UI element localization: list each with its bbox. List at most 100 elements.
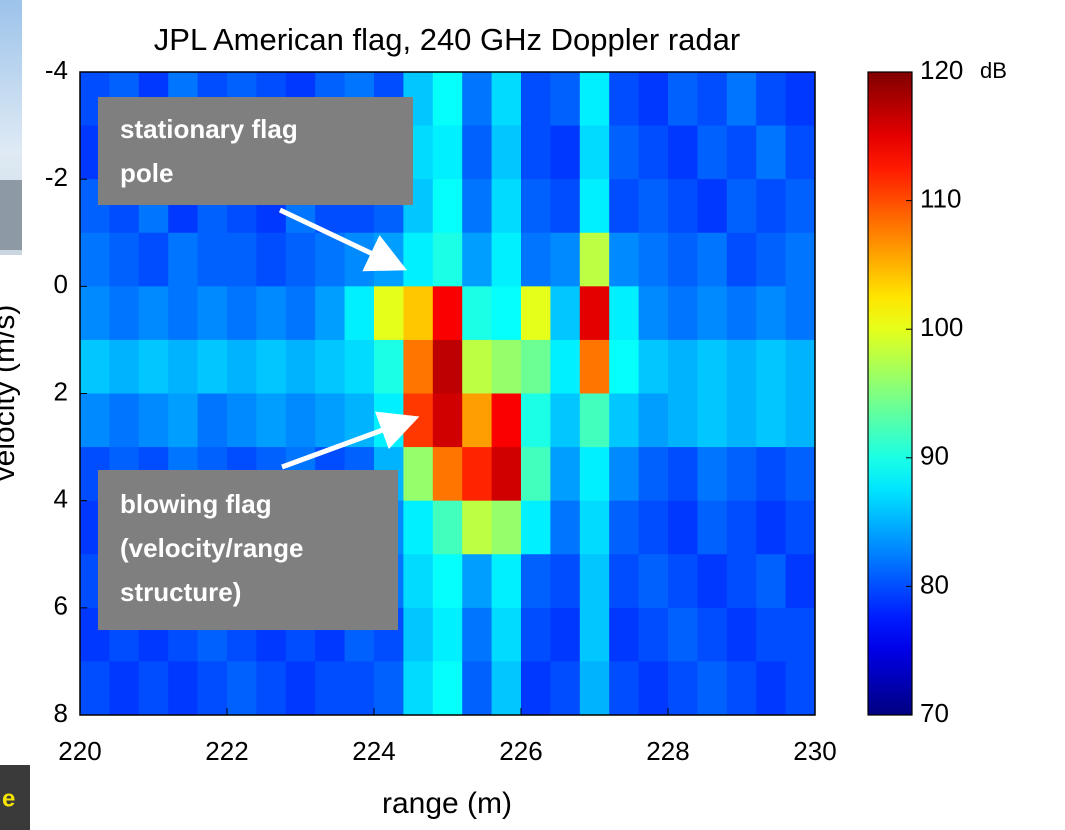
annotation-arrow xyxy=(281,411,420,470)
heatmap-cell xyxy=(726,554,757,609)
heatmap-cell xyxy=(579,125,610,180)
heatmap-cell xyxy=(668,339,698,394)
heatmap-cell xyxy=(227,339,257,394)
heatmap-cell xyxy=(138,286,169,341)
heatmap-cell xyxy=(491,607,522,662)
heatmap-cell xyxy=(138,339,169,394)
heatmap-cell xyxy=(697,339,728,394)
heatmap-cell xyxy=(726,500,757,555)
heatmap-cell xyxy=(785,661,816,716)
heatmap-cell xyxy=(227,286,257,341)
y-tick-label: -2 xyxy=(45,162,68,192)
x-axis-label: range (m) xyxy=(382,787,512,820)
heatmap-cell xyxy=(756,125,787,180)
chart-title: JPL American flag, 240 GHz Doppler radar xyxy=(154,22,740,57)
heatmap-cell xyxy=(197,339,228,394)
heatmap-cell xyxy=(550,286,581,341)
heatmap-cell xyxy=(638,232,669,287)
heatmap-cell xyxy=(579,232,610,287)
heatmap-cell xyxy=(756,72,787,127)
photo-building xyxy=(0,180,22,250)
heatmap-cell xyxy=(521,286,551,341)
heatmap-cell xyxy=(138,393,169,448)
heatmap-cell xyxy=(785,339,816,394)
y-tick-label: 8 xyxy=(54,698,68,728)
heatmap-cell xyxy=(579,179,610,234)
heatmap-cell xyxy=(697,607,728,662)
heatmap-cell xyxy=(726,72,757,127)
heatmap-cell xyxy=(638,393,669,448)
heatmap-cell xyxy=(579,447,610,502)
heatmap-cell xyxy=(521,339,551,394)
heatmap-cell xyxy=(521,500,551,555)
heatmap-cell xyxy=(462,661,493,716)
annotation-text: structure) xyxy=(120,577,241,607)
heatmap-cell xyxy=(80,286,110,341)
heatmap-cell xyxy=(668,607,698,662)
heatmap-cell xyxy=(109,286,140,341)
heatmap-cell xyxy=(521,72,551,127)
heatmap-cell xyxy=(756,661,787,716)
heatmap-cell xyxy=(432,554,463,609)
heatmap-cell xyxy=(697,125,728,180)
heatmap-cell xyxy=(197,661,228,716)
heatmap-cell xyxy=(668,72,698,127)
heatmap-cell xyxy=(609,447,640,502)
heatmap-cell xyxy=(462,72,493,127)
heatmap-cell xyxy=(668,232,698,287)
heatmap-cell xyxy=(697,393,728,448)
heatmap-cell xyxy=(197,393,228,448)
heatmap-cell xyxy=(315,286,346,341)
heatmap-cell xyxy=(521,125,551,180)
heatmap-cell xyxy=(668,447,698,502)
heatmap-cell xyxy=(491,125,522,180)
heatmap-cell xyxy=(521,447,551,502)
heatmap-cell xyxy=(668,393,698,448)
annotation-box xyxy=(98,470,398,630)
heatmap-cell xyxy=(403,232,434,287)
heatmap-cell xyxy=(726,607,757,662)
heatmap-cell xyxy=(726,286,757,341)
heatmap-cell xyxy=(638,661,669,716)
heatmap-cell xyxy=(403,661,434,716)
heatmap-cell xyxy=(227,393,257,448)
heatmap-cell xyxy=(432,607,463,662)
heatmap-cell xyxy=(550,125,581,180)
heatmap-cell xyxy=(109,661,140,716)
heatmap-cell xyxy=(638,72,669,127)
heatmap-cell xyxy=(726,125,757,180)
colorbar xyxy=(867,71,913,716)
heatmap-cell xyxy=(80,393,110,448)
heatmap-cell xyxy=(521,554,551,609)
heatmap-cell xyxy=(403,500,434,555)
heatmap-cell xyxy=(550,232,581,287)
heatmap-cell xyxy=(785,125,816,180)
heatmap-cell xyxy=(432,447,463,502)
heatmap-cell xyxy=(756,179,787,234)
heatmap-cell xyxy=(521,607,551,662)
heatmap-cell xyxy=(521,179,551,234)
heatmap-cell xyxy=(256,661,287,716)
heatmap-cell xyxy=(80,661,110,716)
heatmap-cell xyxy=(462,179,493,234)
heatmap-cell xyxy=(609,607,640,662)
heatmap-cell xyxy=(756,554,787,609)
y-axis-label: velocity (m/s) xyxy=(0,305,21,482)
heatmap-cell xyxy=(168,286,199,341)
heatmap-cell xyxy=(550,500,581,555)
heatmap-cell xyxy=(432,661,463,716)
heatmap-cell xyxy=(462,125,493,180)
heatmap-cell xyxy=(697,232,728,287)
heatmap-cell xyxy=(550,661,581,716)
heatmap-cell xyxy=(403,554,434,609)
heatmap-cell xyxy=(432,179,463,234)
heatmap-cell xyxy=(462,500,493,555)
fragment-text: e xyxy=(2,785,15,812)
heatmap-cell xyxy=(432,500,463,555)
heatmap-cell xyxy=(285,339,316,394)
heatmap-cell xyxy=(462,554,493,609)
heatmap-cell xyxy=(638,179,669,234)
heatmap-cell xyxy=(726,661,757,716)
heatmap-cell xyxy=(285,286,316,341)
heatmap-cell xyxy=(609,286,640,341)
